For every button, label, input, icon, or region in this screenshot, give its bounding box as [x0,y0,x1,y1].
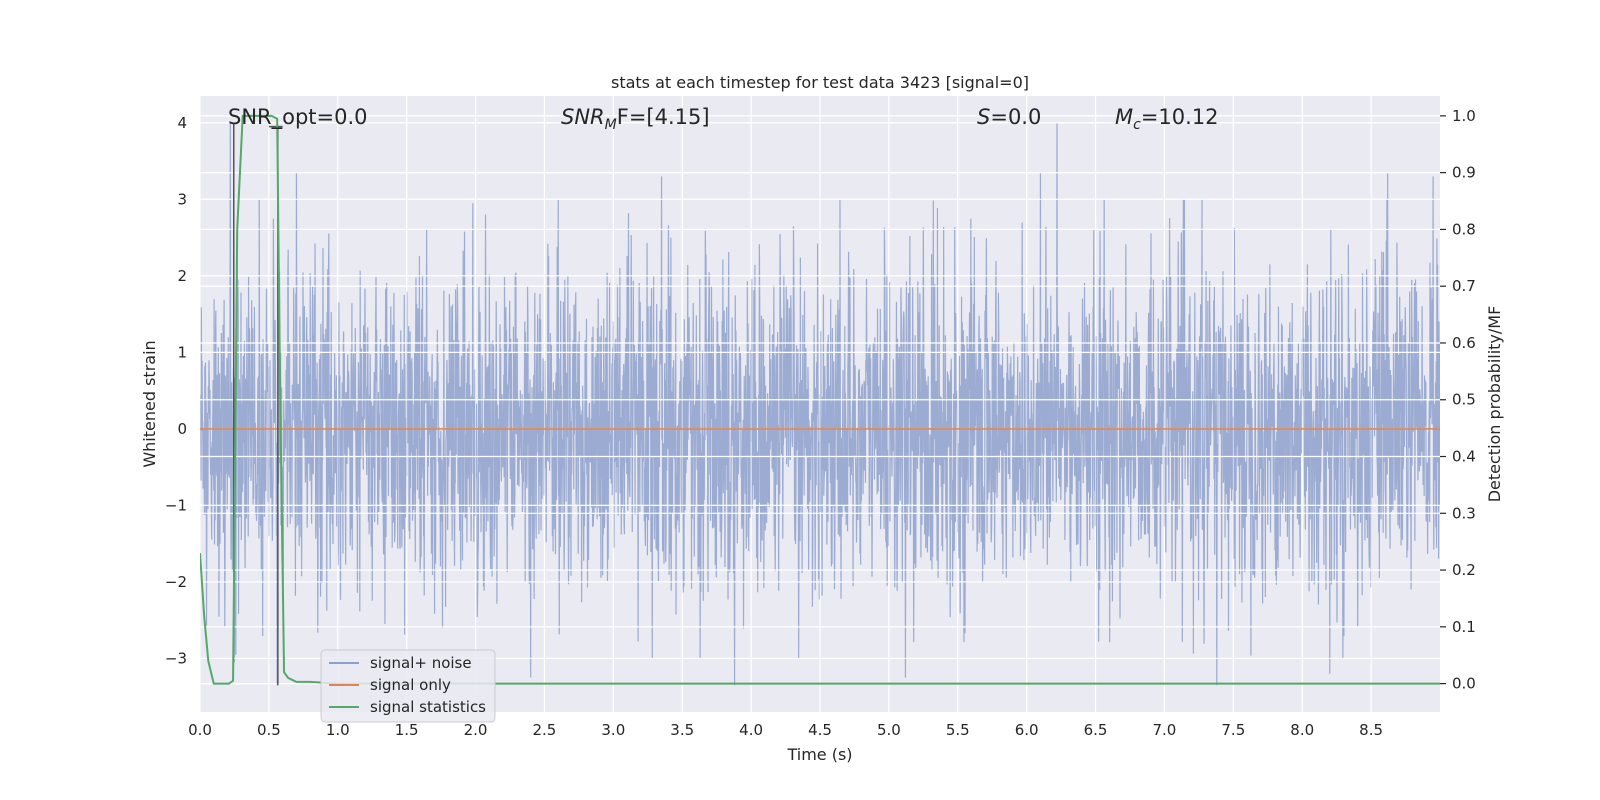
annotation-mc-value: =10.12 [1141,105,1219,129]
series-line-signal-statistics [200,114,1440,685]
annotation-s: S=0.0 [977,105,1041,129]
x-tick-label-4: 2.0 [464,721,488,739]
annotation-snr-opt: SNR_opt=0.0 [228,105,368,130]
y-axis-left-label: Whitened strain [140,340,159,467]
x-tick-label-6: 3.0 [601,721,625,739]
annotation-mc: Mc=10.12 [1115,105,1219,133]
x-tick-label-1: 0.5 [257,721,281,739]
x-tick-label-9: 4.5 [808,721,832,739]
y-axis-right-ticks: 0.0 0.1 0.2 0.3 0.4 0.5 0.6 0.7 0.8 0.9 1.0 [1440,107,1476,693]
y-axis-right-label: Detection probability/MF [1485,306,1504,503]
y-right-tick-label-0: 0.0 [1452,675,1476,693]
annotation-snr-mf-base: SNR [561,105,605,129]
y-right-tick-label-10: 1.0 [1452,107,1476,125]
legend-label-signal-only: signal only [370,676,451,694]
x-tick-label-14: 7.0 [1153,721,1177,739]
x-axis-label: Time (s) [786,745,852,764]
x-tick-label-7: 3.5 [670,721,694,739]
y-left-tick-label-2: −1 [165,496,187,514]
x-tick-label-11: 5.5 [946,721,970,739]
y-left-tick-label-4: 1 [177,343,187,361]
annotation-snr-mf-tail: F=[4.15] [617,105,710,129]
annotation-s-value: =0.0 [990,105,1041,129]
annotation-snr-mf: SNRMF=[4.15] [561,105,710,133]
y-left-tick-label-0: −3 [165,649,187,667]
y-right-tick-label-6: 0.6 [1452,334,1476,352]
annotation-mc-base: M [1115,105,1133,129]
y-right-tick-label-5: 0.5 [1452,391,1476,409]
y-left-tick-label-3: 0 [177,420,187,438]
x-tick-label-0: 0.0 [188,721,212,739]
y-right-tick-label-9: 0.9 [1452,164,1476,182]
annotation-mc-sub: c [1133,117,1141,133]
y-left-tick-label-6: 3 [177,190,187,208]
y-right-tick-label-1: 0.1 [1452,618,1476,636]
x-tick-label-5: 2.5 [533,721,557,739]
x-tick-label-17: 8.5 [1359,721,1383,739]
y-right-tick-label-7: 0.7 [1452,277,1476,295]
annotation-snr-mf-sub: M [605,117,617,133]
y-left-tick-label-7: 4 [177,114,187,132]
y-right-tick-label-2: 0.2 [1452,561,1476,579]
y-left-tick-label-1: −2 [165,573,187,591]
x-tick-label-15: 7.5 [1221,721,1245,739]
legend-box [320,649,496,723]
y-right-tick-label-8: 0.8 [1452,220,1476,238]
y-right-tick-label-3: 0.3 [1452,504,1476,522]
x-tick-label-3: 1.5 [395,721,419,739]
x-tick-label-10: 5.0 [877,721,901,739]
y-right-tick-label-4: 0.4 [1452,448,1476,466]
grid-overlay [200,96,1440,712]
legend-label-signal-noise: signal+ noise [370,654,472,672]
x-tick-label-13: 6.5 [1084,721,1108,739]
legend-label-signal-statistics: signal statistics [370,698,486,716]
x-tick-label-8: 4.0 [739,721,763,739]
y-left-tick-label-5: 2 [177,267,187,285]
legend: signal+ noise signal only signal statist… [320,649,496,723]
chart-title: stats at each timestep for test data 342… [611,73,1029,92]
x-tick-label-16: 8.0 [1290,721,1314,739]
annotation-s-var: S [977,105,990,129]
x-tick-label-12: 6.0 [1015,721,1039,739]
x-tick-label-2: 1.0 [326,721,350,739]
x-axis-ticks: 0.0 0.5 1.0 1.5 2.0 2.5 3.0 3.5 4.0 4.5 5.0 5.5 6.0 6… [188,721,1383,739]
y-axis-left-ticks: −3 −2 −1 0 1 2 3 4 [165,114,187,668]
